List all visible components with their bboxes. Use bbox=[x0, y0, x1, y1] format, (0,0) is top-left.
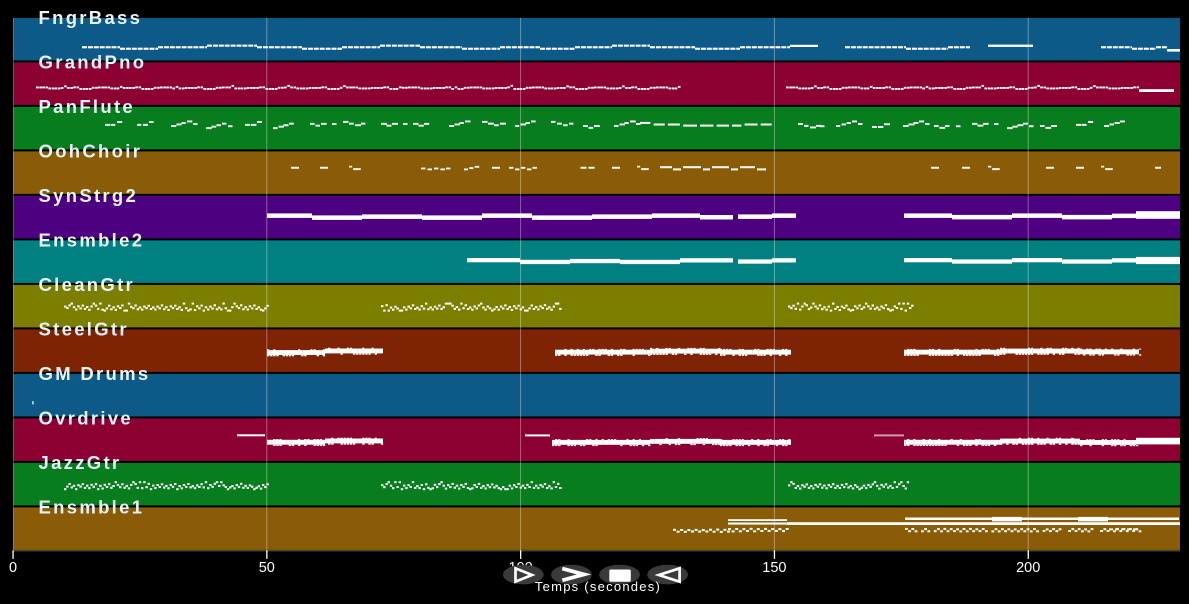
svg-text:GrandPno: GrandPno bbox=[39, 52, 147, 73]
svg-text:CleanGtr: CleanGtr bbox=[39, 274, 136, 295]
svg-text:50: 50 bbox=[259, 560, 275, 576]
svg-text:PanFlute: PanFlute bbox=[39, 96, 136, 117]
svg-text:Ovrdrive: Ovrdrive bbox=[39, 408, 134, 429]
svg-text:0: 0 bbox=[9, 560, 17, 576]
svg-text:Ensmble1: Ensmble1 bbox=[39, 497, 145, 518]
svg-text:SteelGtr: SteelGtr bbox=[39, 319, 129, 340]
svg-text:Temps (secondes): Temps (secondes) bbox=[535, 579, 661, 594]
svg-text:200: 200 bbox=[1016, 560, 1040, 576]
svg-text:150: 150 bbox=[762, 560, 786, 576]
svg-text:Ensmble2: Ensmble2 bbox=[39, 230, 145, 251]
svg-text:SynStrg2: SynStrg2 bbox=[39, 185, 139, 206]
svg-text:JazzGtr: JazzGtr bbox=[39, 452, 122, 473]
svg-text:FngrBass: FngrBass bbox=[39, 7, 143, 28]
svg-text:OohChoir: OohChoir bbox=[39, 141, 143, 162]
svg-text:GM Drums: GM Drums bbox=[39, 363, 151, 384]
